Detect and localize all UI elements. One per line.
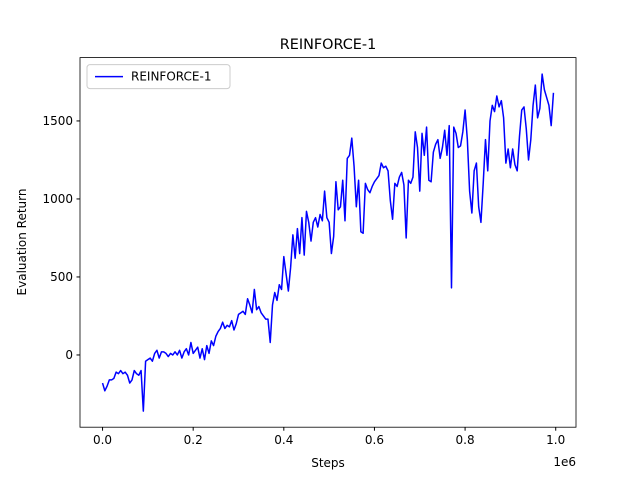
x-tick-label: 0.4 [274, 433, 293, 447]
y-tick-label: 500 [50, 270, 73, 284]
y-tick-label: 1500 [42, 114, 73, 128]
line-series [101, 73, 555, 412]
y-tick-label: 1000 [42, 192, 73, 206]
y-tick-label: 0 [65, 348, 73, 362]
x-offset-label: 1e6 [553, 455, 576, 469]
x-tick-label: 0.8 [456, 433, 475, 447]
legend-label: REINFORCE-1 [131, 70, 211, 84]
x-tick-label: 0.6 [365, 433, 384, 447]
plot-frame [79, 57, 577, 428]
x-axis-label: Steps [311, 456, 345, 470]
legend-box [86, 64, 231, 90]
y-axis-label: Evaluation Return [15, 189, 29, 296]
chart-title: REINFORCE-1 [280, 37, 376, 53]
x-tick-label: 0.2 [184, 433, 203, 447]
x-tick-label: 0.0 [93, 433, 112, 447]
x-tick-label: 1.0 [546, 433, 565, 447]
